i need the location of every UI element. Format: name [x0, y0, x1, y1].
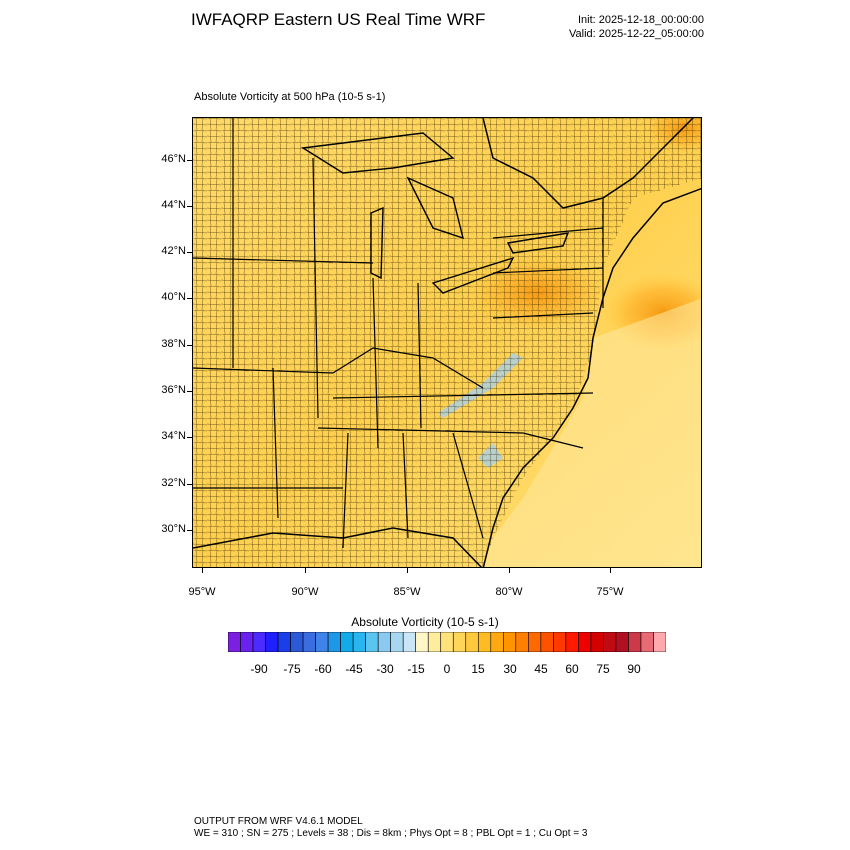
colorbar-swatch [377, 632, 391, 652]
colorbar-label: -30 [376, 662, 394, 676]
field-label: Absolute Vorticity at 500 hPa (10-5 s-1) [194, 91, 386, 103]
colorbar-swatch [352, 632, 366, 652]
map-svg [193, 118, 701, 567]
lat-tick [187, 206, 192, 207]
lat-tick [187, 484, 192, 485]
colorbar-swatch [565, 632, 579, 652]
lat-label-44n: 44°N [161, 199, 186, 211]
colorbar-swatch [528, 632, 542, 652]
lon-label-95w: 95°W [188, 586, 216, 598]
colorbar-swatch [590, 632, 604, 652]
colorbar-label: 0 [443, 662, 451, 676]
lat-label-30n: 30°N [161, 523, 186, 535]
colorbar-swatch [603, 632, 617, 652]
colorbar-label: 60 [565, 662, 579, 676]
colorbar-swatch [340, 632, 354, 652]
lon-label-90w: 90°W [291, 586, 319, 598]
lake-superior [300, 132, 455, 174]
lat-tick [187, 391, 192, 392]
lon-tick [610, 568, 611, 573]
colorbar [228, 632, 666, 652]
colorbar-swatch [365, 632, 379, 652]
colorbar-label: 90 [627, 662, 641, 676]
colorbar-swatch [277, 632, 291, 652]
init-valid-times: Init: 2025-12-18_00:00:00 Valid: 2025-12… [569, 13, 704, 41]
lon-tick [202, 568, 203, 573]
model-footer: OUTPUT FROM WRF V4.6.1 MODEL WE = 310 ; … [194, 816, 587, 840]
colorbar-label: -15 [407, 662, 425, 676]
colorbar-label: 75 [596, 662, 610, 676]
colorbar-swatch [465, 632, 479, 652]
colorbar-swatch [440, 632, 454, 652]
main-title: IWFAQRP Eastern US Real Time WRF [191, 10, 486, 29]
colorbar-swatch [490, 632, 504, 652]
lake-michigan [370, 206, 384, 280]
colorbar-swatch [640, 632, 654, 652]
lat-tick [187, 437, 192, 438]
colorbar-swatch [503, 632, 517, 652]
colorbar-swatch [228, 632, 241, 652]
colorbar-label: -75 [283, 662, 301, 676]
colorbar-swatch [240, 632, 254, 652]
lat-tick [187, 345, 192, 346]
colorbar-swatch [415, 632, 429, 652]
lat-label-32n: 32°N [161, 477, 186, 489]
lat-tick [187, 530, 192, 531]
lon-label-75w: 75°W [596, 586, 624, 598]
colorbar-swatch [615, 632, 629, 652]
lat-tick [187, 298, 192, 299]
lat-label-40n: 40°N [161, 291, 186, 303]
lake-erie [431, 256, 515, 294]
colorbar-label: 30 [503, 662, 517, 676]
init-time: Init: 2025-12-18_00:00:00 [578, 14, 704, 26]
lat-tick [187, 252, 192, 253]
lon-tick [305, 568, 306, 573]
colorbar-swatch [628, 632, 642, 652]
valid-time: Valid: 2025-12-22_05:00:00 [569, 28, 704, 40]
colorbar-title: Absolute Vorticity (10-5 s-1) [351, 615, 499, 629]
colorbar-swatch [252, 632, 266, 652]
colorbar-swatch [315, 632, 329, 652]
colorbar-swatch [540, 632, 554, 652]
gulf-coastline [193, 527, 483, 567]
colorbar-label: 45 [534, 662, 548, 676]
footer-line-1: OUTPUT FROM WRF V4.6.1 MODEL [194, 816, 363, 827]
lat-label-46n: 46°N [161, 153, 186, 165]
state-boundaries [193, 118, 604, 549]
colorbar-swatch [653, 632, 666, 652]
lat-label-42n: 42°N [161, 245, 186, 257]
colorbar-swatch [427, 632, 442, 652]
colorbar-swatch [290, 632, 304, 652]
ocean-light-band [483, 298, 701, 567]
colorbar-swatch [302, 632, 316, 652]
colorbar-swatch [402, 632, 417, 652]
colorbar-swatch [553, 632, 567, 652]
colorbar-label: 15 [471, 662, 485, 676]
vorticity-map [192, 117, 702, 568]
colorbar-label: -60 [314, 662, 332, 676]
footer-line-2: WE = 310 ; SN = 275 ; Levels = 38 ; Dis … [194, 828, 588, 839]
lon-label-85w: 85°W [393, 586, 421, 598]
lat-tick [187, 160, 192, 161]
colorbar-label: -45 [345, 662, 363, 676]
colorbar-swatch [452, 632, 467, 652]
lon-label-80w: 80°W [495, 586, 523, 598]
canada-border [482, 118, 694, 209]
lon-tick [407, 568, 408, 573]
lat-label-38n: 38°N [161, 338, 186, 350]
lat-label-36n: 36°N [161, 384, 186, 396]
lat-label-34n: 34°N [161, 430, 186, 442]
colorbar-label: -90 [250, 662, 268, 676]
colorbar-swatch [327, 632, 341, 652]
lake-huron [406, 176, 464, 240]
colorbar-swatch [515, 632, 529, 652]
lon-tick [509, 568, 510, 573]
colorbar-swatch [477, 632, 492, 652]
colorbar-swatch [578, 632, 592, 652]
colorbar-swatch [390, 632, 404, 652]
lake-ontario [506, 232, 570, 254]
colorbar-swatch [265, 632, 279, 652]
atlantic-coastline [482, 187, 701, 567]
